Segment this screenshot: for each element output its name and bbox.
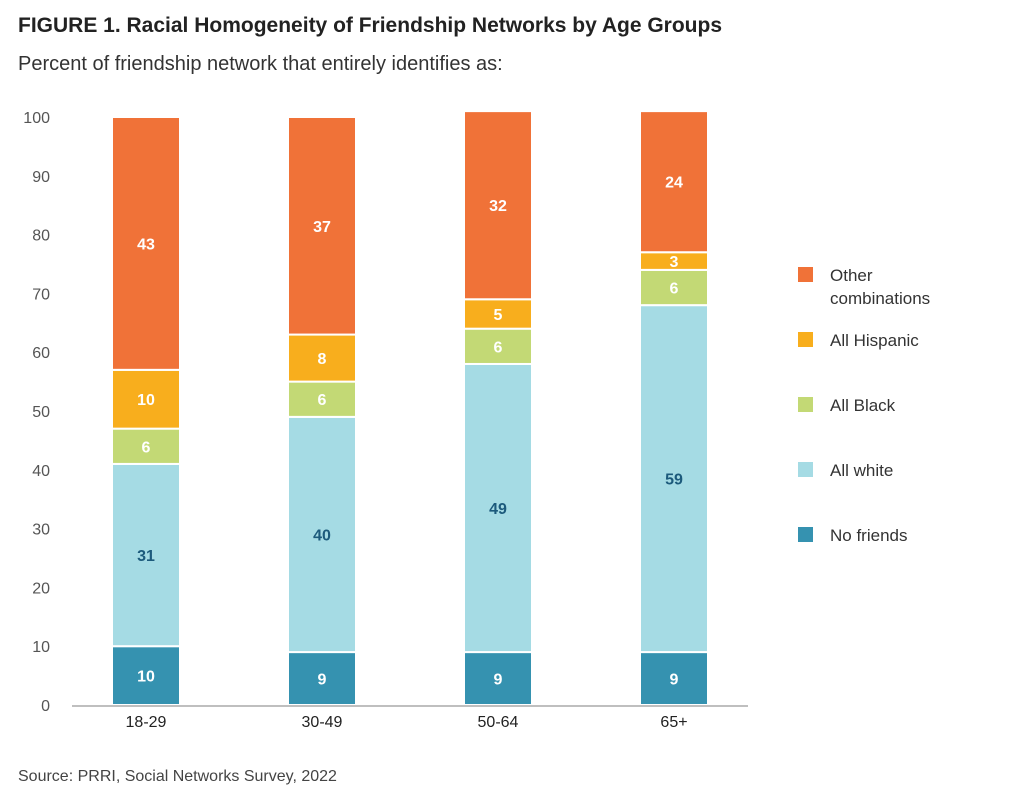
bar-segment-all-black <box>111 427 181 465</box>
data-label: 37 <box>313 219 331 236</box>
bar-segment-all-white <box>287 415 357 654</box>
y-tick-label: 70 <box>32 286 50 303</box>
data-label: 40 <box>313 527 331 544</box>
bar-segment-other-combinations <box>463 110 533 301</box>
legend-swatch <box>798 332 813 347</box>
data-label: 9 <box>494 672 503 689</box>
data-label: 6 <box>142 439 151 456</box>
data-label: 6 <box>318 392 327 409</box>
legend-swatch <box>798 527 813 542</box>
y-tick-label: 20 <box>32 580 50 597</box>
y-tick-label: 10 <box>32 639 50 656</box>
source-note: Source: PRRI, Social Networks Survey, 20… <box>18 768 337 785</box>
data-label: 9 <box>318 672 327 689</box>
legend-swatch <box>798 397 813 412</box>
y-tick-label: 60 <box>32 345 50 362</box>
y-tick-label: 80 <box>32 228 50 245</box>
data-label: 59 <box>665 472 683 489</box>
legend: Other combinations All Hispanic All Black Al… <box>798 266 930 545</box>
bar-segment-all-hispanic <box>287 333 357 383</box>
bar-segment-all-white <box>111 462 181 648</box>
chart-subtitle: Percent of friendship network that entir… <box>18 53 503 75</box>
data-label: 32 <box>489 198 507 215</box>
data-label: 3 <box>670 254 679 271</box>
legend-label: All white <box>830 461 893 480</box>
data-label: 8 <box>318 351 327 368</box>
y-tick-label: 50 <box>32 404 50 421</box>
legend-label: No friends <box>830 526 907 545</box>
data-label: 9 <box>670 672 679 689</box>
bar-segment-all-white <box>463 362 533 654</box>
legend-label: All Hispanic <box>830 331 919 350</box>
bar-segment-no-friends <box>639 651 709 707</box>
x-category-label: 50-64 <box>478 714 519 731</box>
data-label: 31 <box>137 548 155 565</box>
legend-swatch <box>798 267 813 282</box>
legend-label: Other combinations <box>830 266 930 308</box>
bars: 10 31 6 10 43 9 40 6 8 37 9 49 6 5 32 9 59 6 3 24 <box>111 110 709 707</box>
data-label: 10 <box>137 669 155 686</box>
bar-segment-all-hispanic <box>463 298 533 330</box>
y-tick-label: 30 <box>32 522 50 539</box>
bar-segment-no-friends <box>111 645 181 707</box>
y-tick-label: 90 <box>32 169 50 186</box>
data-label: 24 <box>665 175 683 192</box>
y-tick-label: 100 <box>23 110 50 127</box>
bar-segment-other-combinations <box>639 110 709 254</box>
data-label: 49 <box>489 501 507 518</box>
bar-segment-all-white <box>639 304 709 654</box>
x-category-label: 30-49 <box>302 714 343 731</box>
data-label: 10 <box>137 392 155 409</box>
data-label: 6 <box>494 339 503 356</box>
y-tick-label: 0 <box>41 698 50 715</box>
y-tick-label: 40 <box>32 463 50 480</box>
y-axis: 0 10 20 30 40 50 60 70 80 90 100 <box>23 110 50 715</box>
bar-segment-other-combinations <box>287 116 357 336</box>
chart-title: FIGURE 1. Racial Homogeneity of Friendsh… <box>18 14 723 37</box>
data-label: 43 <box>137 236 155 253</box>
data-label: 6 <box>670 281 679 298</box>
legend-label: All Black <box>830 396 896 415</box>
bar-segment-all-black <box>463 327 533 365</box>
bar-segment-all-black <box>287 380 357 418</box>
bar-segment-all-black <box>639 268 709 307</box>
x-category-label: 65+ <box>660 714 687 731</box>
data-label: 5 <box>494 307 503 324</box>
x-category-label: 18-29 <box>126 714 167 731</box>
bar-segment-other-combinations <box>111 116 181 371</box>
x-axis: 18-29 30-49 50-64 65+ <box>72 705 748 731</box>
legend-swatch <box>798 462 813 477</box>
